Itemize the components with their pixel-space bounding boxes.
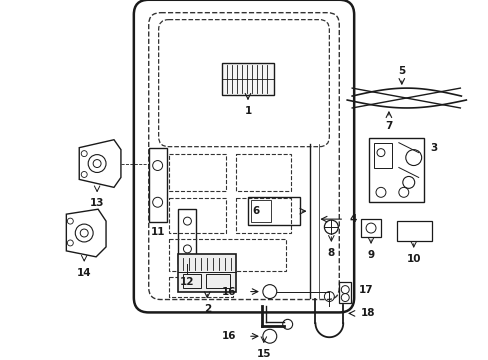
- Text: 18: 18: [360, 309, 375, 318]
- Text: 16: 16: [221, 287, 236, 297]
- Text: 5: 5: [397, 66, 405, 76]
- Text: 3: 3: [429, 143, 436, 153]
- Bar: [339, 282, 350, 303]
- Bar: [206, 274, 230, 288]
- Bar: [222, 63, 273, 95]
- Bar: [168, 198, 225, 233]
- Bar: [236, 154, 290, 191]
- Bar: [236, 198, 290, 233]
- Bar: [373, 143, 391, 167]
- Bar: [396, 221, 431, 241]
- Bar: [250, 200, 270, 222]
- Text: 13: 13: [90, 198, 104, 208]
- Text: 6: 6: [252, 206, 259, 216]
- Text: 12: 12: [180, 276, 194, 287]
- Text: 1: 1: [244, 106, 251, 116]
- Text: 15: 15: [256, 349, 270, 359]
- Text: 8: 8: [327, 248, 334, 258]
- Bar: [178, 254, 236, 292]
- Text: 9: 9: [367, 250, 374, 260]
- Text: 4: 4: [349, 214, 356, 224]
- Text: 7: 7: [385, 121, 392, 131]
- Text: 11: 11: [150, 227, 164, 237]
- Text: 14: 14: [77, 268, 91, 278]
- FancyBboxPatch shape: [134, 0, 353, 312]
- Bar: [360, 219, 380, 237]
- Bar: [183, 274, 201, 288]
- Text: 17: 17: [358, 285, 373, 294]
- Bar: [247, 197, 299, 225]
- Bar: [168, 277, 233, 297]
- Bar: [168, 154, 225, 191]
- Text: 2: 2: [203, 305, 210, 314]
- Bar: [168, 239, 285, 271]
- Text: 10: 10: [406, 254, 420, 264]
- Text: 16: 16: [221, 331, 236, 341]
- Bar: [368, 138, 423, 202]
